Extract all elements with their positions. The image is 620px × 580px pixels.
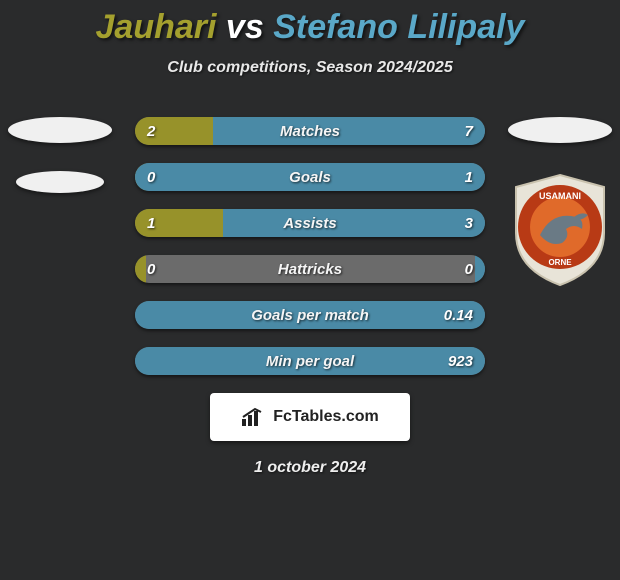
stat-value-right: 0 [465,255,473,283]
stat-row: Matches27 [135,117,485,145]
placeholder-oval [8,117,112,143]
stat-bar-right [135,301,485,329]
stat-row: Min per goal923 [135,347,485,375]
stat-bar-left [135,255,146,283]
stat-bar-left [135,117,213,145]
vs-text: vs [226,8,264,46]
stat-bars: Matches27 Goals01 Assists13 Hattricks0 0 Goal… [135,117,485,375]
stat-row: Hattricks0 0 [135,255,485,283]
stat-bar-right [135,163,485,191]
svg-text:USAMANI: USAMANI [539,191,581,201]
svg-text:ORNE: ORNE [548,258,572,267]
stat-bar-left [135,209,223,237]
stat-label: Hattricks [135,255,485,283]
placeholder-oval [16,171,104,193]
stat-row: Goals01 [135,163,485,191]
stat-row: Assists13 [135,209,485,237]
club-crest-icon: USAMANI ORNE [510,173,610,287]
stat-value-left: 0 [147,255,155,283]
stat-bar-right [223,209,486,237]
brand-chart-icon [241,407,267,427]
brand-text: FcTables.com [273,408,379,426]
brand-badge: FcTables.com [210,393,410,441]
stat-bar-right [475,255,486,283]
comparison-title: Jauhari vs Stefano Lilipaly [0,0,620,47]
placeholder-oval [508,117,612,143]
subtitle: Club competitions, Season 2024/2025 [0,59,620,77]
footer-date: 1 october 2024 [0,459,620,477]
stat-bar-right [135,347,485,375]
content-area: USAMANI ORNE Matches27 Goals01 Assists13 Ha… [0,117,620,375]
player2-name: Stefano Lilipaly [273,8,524,46]
player1-name: Jauhari [96,8,217,46]
stat-bar-right [213,117,485,145]
stat-row: Goals per match0.14 [135,301,485,329]
left-graphics [0,117,120,193]
right-graphics: USAMANI ORNE [500,117,620,287]
